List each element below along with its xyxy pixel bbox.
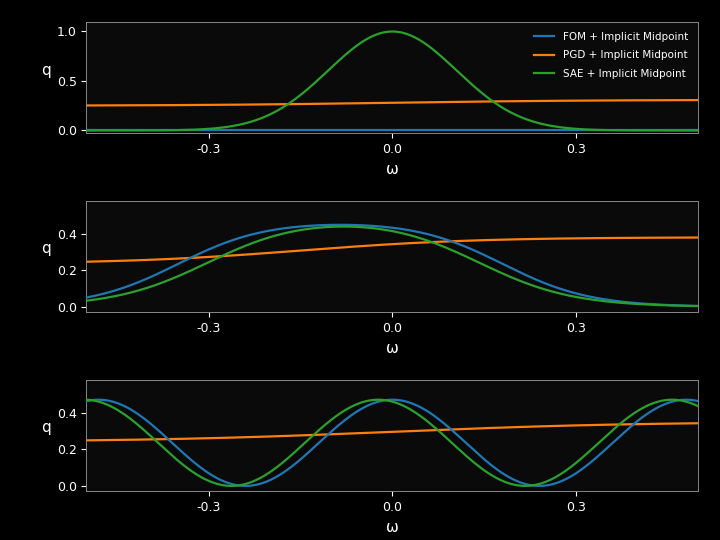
X-axis label: ω: ω xyxy=(386,519,399,535)
Legend: FOM + Implicit Midpoint, PGD + Implicit Midpoint, SAE + Implicit Midpoint: FOM + Implicit Midpoint, PGD + Implicit … xyxy=(528,27,693,84)
Y-axis label: q: q xyxy=(41,421,50,435)
X-axis label: ω: ω xyxy=(386,341,399,356)
X-axis label: ω: ω xyxy=(386,162,399,177)
Y-axis label: q: q xyxy=(41,63,50,78)
Y-axis label: q: q xyxy=(41,241,50,256)
